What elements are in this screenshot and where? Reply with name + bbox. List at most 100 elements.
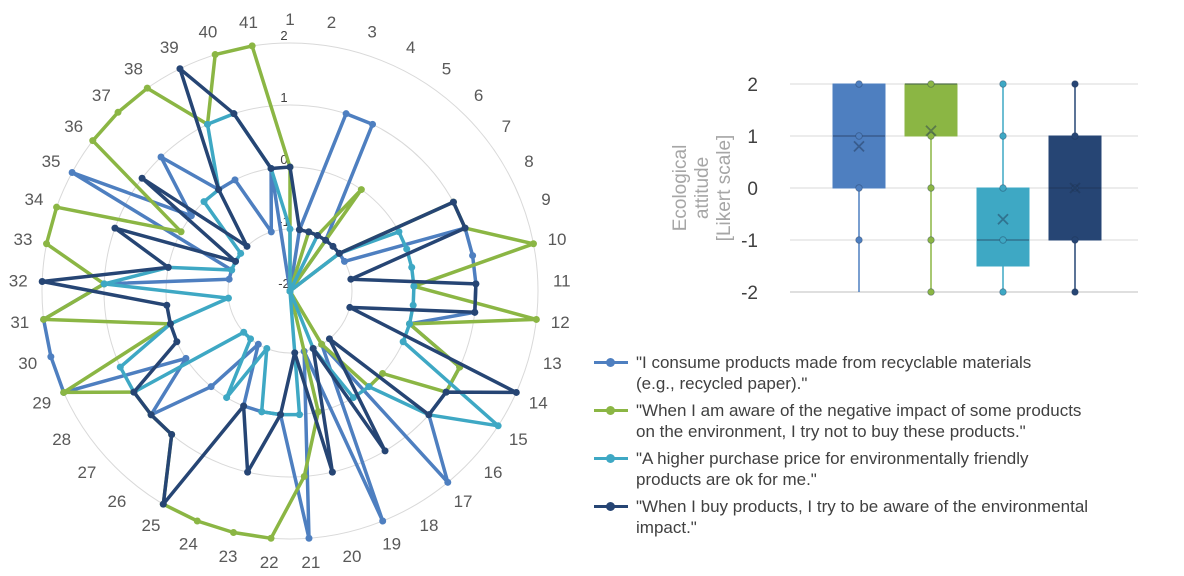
radar-point	[231, 176, 239, 184]
radar-grid-ring	[41, 42, 539, 540]
box-point	[855, 132, 863, 140]
legend-marker-icon	[606, 502, 615, 511]
radar-category-label: 8	[524, 152, 533, 171]
radar-category-label: 13	[543, 354, 562, 373]
radar-category-label: 16	[484, 463, 503, 482]
radar-point	[314, 231, 322, 239]
legend-label: "A higher purchase price for environment…	[636, 449, 1029, 489]
radar-point	[200, 198, 208, 206]
radar-point	[472, 280, 480, 288]
box-y-tick-label: 1	[747, 127, 758, 148]
radar-point	[254, 340, 262, 348]
radar-category-label: 7	[502, 117, 511, 136]
radar-point	[406, 320, 414, 328]
radar-point	[207, 383, 215, 391]
legend-marker-icon	[606, 358, 615, 367]
radar-point	[471, 308, 479, 316]
radar-category-label: 14	[529, 393, 548, 412]
radar-point	[225, 275, 233, 283]
radar-point	[244, 468, 252, 476]
radar-point	[47, 353, 55, 361]
legend-item-environmental-impact: "When I buy products, I try to be aware …	[592, 496, 1182, 538]
radar-point	[182, 354, 190, 362]
radar-point	[357, 186, 365, 194]
radar-category-label: 36	[64, 117, 83, 136]
radar-point	[248, 42, 256, 50]
radar-point	[157, 153, 165, 161]
radar-category-label: 4	[406, 38, 415, 57]
radar-category-label: 28	[52, 430, 71, 449]
radar-point	[305, 228, 313, 236]
radar-point	[89, 137, 97, 145]
legend-item-negative-impact: "When I am aware of the negative impact …	[592, 400, 1182, 442]
radar-point	[369, 120, 377, 128]
radar-point	[277, 411, 285, 419]
radar-category-label: 26	[107, 492, 126, 511]
radar-category-label: 37	[92, 86, 111, 105]
radar-category-label: 24	[179, 534, 198, 553]
box-point	[927, 80, 935, 88]
radar-point	[328, 468, 336, 476]
radar-point	[68, 169, 76, 177]
radar-point	[40, 315, 48, 323]
radar-point	[295, 226, 303, 234]
radar-point	[267, 164, 275, 172]
box-mean-marker	[925, 125, 937, 137]
radar-category-label: 30	[18, 354, 37, 373]
box-point	[1071, 80, 1079, 88]
radar-point	[442, 388, 450, 396]
radar-point	[164, 263, 172, 271]
legend: "I consume products made from recyclable…	[592, 352, 1182, 544]
radar-category-label: 39	[160, 38, 179, 57]
radar-point	[286, 287, 294, 295]
radar-point	[240, 328, 248, 336]
radar-point	[243, 242, 251, 250]
radar-category-label: 6	[474, 86, 483, 105]
radar-point	[223, 394, 231, 402]
radar-category-label: 29	[32, 393, 51, 412]
legend-item-purchase-price: "A higher purchase price for environment…	[592, 448, 1182, 490]
box-y-axis-label: Ecologicalattitude[Likert scale]	[670, 135, 735, 242]
legend-marker-icon	[606, 454, 615, 463]
radar-point	[461, 224, 469, 232]
radar-category-label: 19	[382, 534, 401, 553]
radar-point	[300, 472, 308, 480]
radar-point	[211, 51, 219, 59]
radar-point	[403, 245, 411, 253]
radar-point	[176, 65, 184, 73]
radar-point	[230, 110, 238, 118]
box-point	[855, 236, 863, 244]
legend-label: "When I buy products, I try to be aware …	[636, 497, 1089, 537]
radar-point	[286, 225, 294, 233]
radar-point	[329, 242, 337, 250]
box-point	[1071, 132, 1079, 140]
radar-point	[130, 388, 138, 396]
radar-point	[469, 252, 477, 260]
box-y-tick-label: 0	[747, 179, 758, 200]
radar-point	[187, 212, 195, 220]
box-point	[927, 184, 935, 192]
radar-category-label: 35	[42, 152, 61, 171]
radar-category-label: 27	[77, 463, 96, 482]
radar-point	[100, 280, 108, 288]
radar-point	[409, 301, 417, 309]
radar-category-label: 41	[239, 13, 258, 32]
radar-point	[349, 394, 357, 402]
radar-point	[286, 163, 294, 171]
box-point	[999, 132, 1007, 140]
radar-point	[529, 240, 537, 248]
radar-point	[159, 500, 167, 508]
radar-point	[60, 388, 68, 396]
legend-label: "When I am aware of the negative impact …	[636, 401, 1082, 441]
box-point	[999, 236, 1007, 244]
box-plot-chart: -2 -1 0 1 2 Ecologicalattitude[Likert scale]	[670, 75, 1138, 304]
radar-series-line	[40, 67, 519, 506]
radar-category-label: 18	[420, 516, 439, 535]
radar-point	[228, 266, 236, 274]
radar-point	[143, 84, 151, 92]
radar-point	[532, 315, 540, 323]
radar-point	[449, 198, 457, 206]
box-body	[904, 83, 958, 137]
legend-label: "I consume products made from recyclable…	[636, 353, 1032, 393]
radar-point	[232, 257, 240, 265]
